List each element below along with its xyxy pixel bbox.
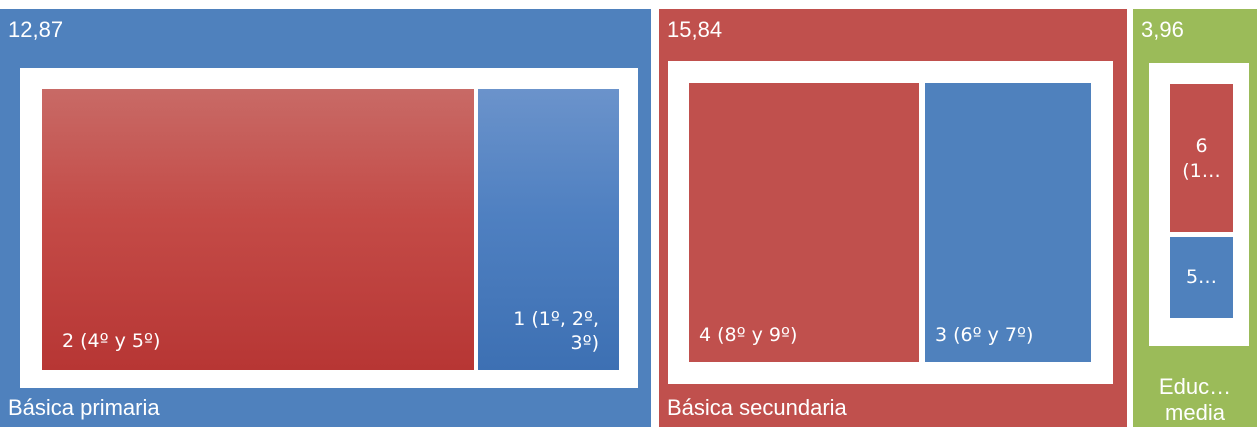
leaf-label-line: 1 (1º, 2º,: [513, 307, 599, 330]
treemap-group-basica-primaria[interactable]: 12,87 2 (4º y 5º) 1 (1º, 2º, 3º) Básica …: [0, 9, 651, 427]
treemap-leaf[interactable]: 2 (4º y 5º): [42, 89, 474, 370]
group-frame: 6 (1… 5…: [1149, 63, 1249, 346]
group-label-line: Educ…: [1158, 374, 1232, 400]
group-label: Básica primaria: [8, 395, 160, 420]
leaf-label: 1 (1º, 2º, 3º): [513, 307, 599, 356]
group-frame: 4 (8º y 9º) 3 (6º y 7º): [668, 61, 1113, 384]
group-value: 15,84: [667, 17, 723, 42]
group-label: Educ… media: [1137, 374, 1253, 425]
treemap-group-educacion-media[interactable]: 3,96 6 (1… 5… Educ… media: [1133, 9, 1257, 427]
treemap-leaf[interactable]: 6 (1…: [1170, 84, 1233, 232]
treemap-leaf[interactable]: 5…: [1170, 237, 1233, 318]
group-label-line: media: [1165, 399, 1225, 425]
leaf-label: 6 (1…: [1170, 134, 1233, 183]
group-label: Básica secundaria: [667, 395, 847, 420]
leaf-label: 2 (4º y 5º): [62, 330, 161, 353]
treemap-leaf[interactable]: 4 (8º y 9º): [689, 83, 919, 362]
leaf-label-line: (1…: [1182, 159, 1221, 182]
leaf-label: 5…: [1185, 266, 1218, 288]
group-value: 12,87: [8, 17, 64, 42]
treemap-leaf[interactable]: 1 (1º, 2º, 3º): [478, 89, 619, 370]
leaf-label: 3 (6º y 7º): [935, 324, 1034, 347]
leaf-label-line: 3º): [570, 332, 599, 355]
group-value: 3,96: [1141, 17, 1184, 42]
leaf-label-line: 6: [1195, 135, 1208, 157]
treemap-group-basica-secundaria[interactable]: 15,84 4 (8º y 9º) 3 (6º y 7º) Básica sec…: [659, 9, 1127, 427]
group-frame: 2 (4º y 5º) 1 (1º, 2º, 3º): [20, 68, 638, 388]
leaf-label: 4 (8º y 9º): [699, 324, 798, 347]
treemap-leaf[interactable]: 3 (6º y 7º): [925, 83, 1091, 362]
